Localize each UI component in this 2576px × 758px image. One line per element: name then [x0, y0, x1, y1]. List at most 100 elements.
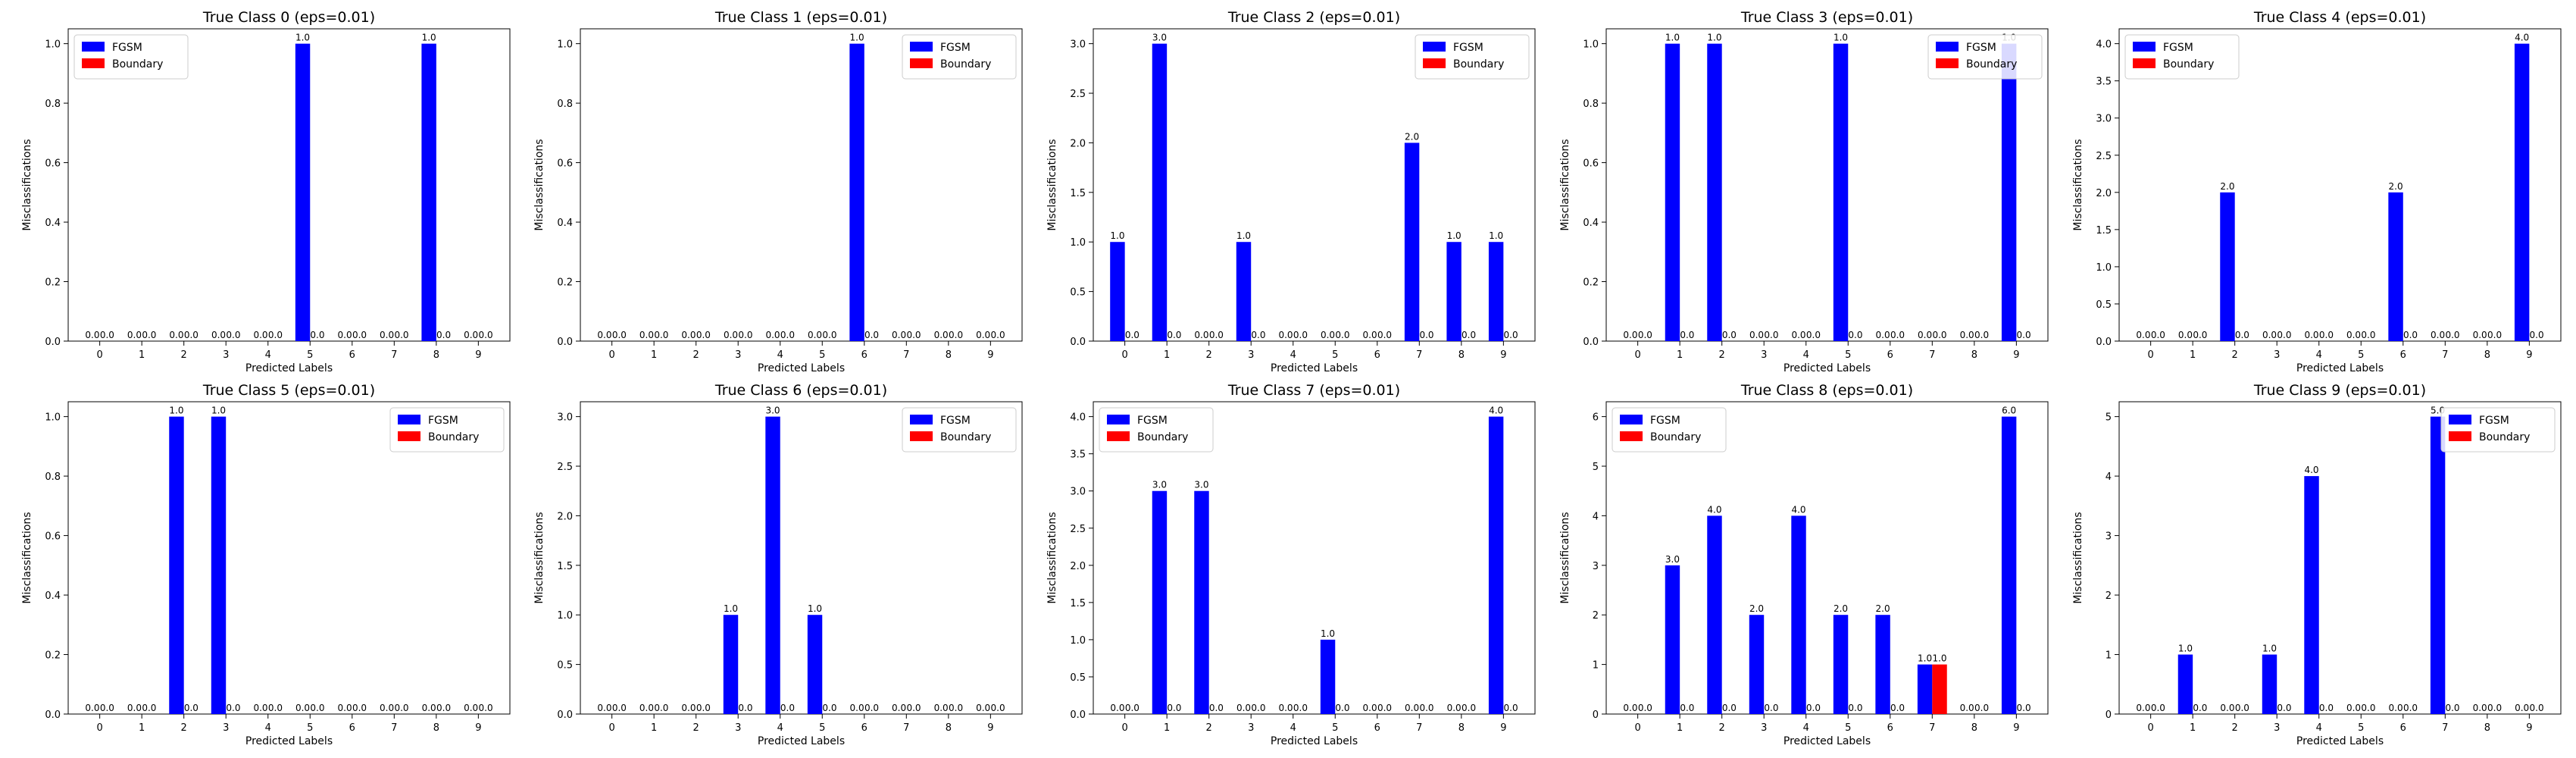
legend-swatch-fgsm [910, 415, 933, 424]
x-tick-label: 0 [1635, 349, 1641, 361]
y-tick-label: 1.0 [45, 412, 61, 424]
data-label: 0.0 [2193, 330, 2207, 340]
bar-fgsm-7 [1404, 143, 1420, 341]
data-label: 0.0 [681, 330, 696, 340]
data-label: 0.0 [127, 703, 142, 713]
data-label: 2.0 [1834, 603, 1848, 614]
axes-frame [2118, 401, 2562, 715]
bar-fgsm-5 [295, 43, 311, 341]
x-tick-label: 1 [2190, 722, 2196, 734]
data-label: 0.0 [1125, 703, 1140, 713]
x-tick-label: 0 [2148, 722, 2154, 734]
x-axis-label: Predicted Labels [1271, 362, 1358, 374]
data-label: 6.0 [2002, 406, 2016, 416]
data-label: 0.0 [2473, 703, 2487, 713]
y-axis-label: Misclassifications [21, 139, 33, 230]
data-label: 0.0 [2487, 703, 2502, 713]
data-label: 1.0 [1932, 653, 1946, 664]
chart-title: True Class 2 (eps=0.01) [1227, 9, 1400, 26]
data-label: 1.0 [169, 406, 183, 416]
x-tick-label: 3 [735, 349, 741, 361]
data-label: 0.0 [639, 703, 654, 713]
x-axis-label: Predicted Labels [2296, 735, 2384, 747]
data-label: 1.0 [1665, 33, 1680, 43]
x-tick-label: 9 [475, 349, 481, 361]
legend: FGSM Boundary [1099, 407, 1214, 453]
data-label: 0.0 [976, 330, 990, 340]
y-tick-label: 2 [2106, 590, 2112, 602]
x-tick-label: 6 [2400, 349, 2406, 361]
data-label: 1.0 [1110, 230, 1124, 241]
data-label: 0.0 [464, 330, 478, 340]
subplot-class-8: True Class 8 (eps=0.01) 0 1 2 3 4 5 6 0 1 2 3 4 5 6 7 8 9… [1559, 382, 2049, 747]
bar-fgsm-8 [1446, 242, 1462, 341]
data-label: 0.0 [780, 330, 795, 340]
data-label: 0.0 [479, 703, 493, 713]
x-tick-label: 3 [223, 349, 229, 361]
data-label: 0.0 [639, 330, 654, 340]
legend-swatch-boundary [910, 58, 933, 68]
data-label: 1.0 [850, 33, 864, 43]
bar-fgsm-3 [211, 416, 227, 714]
legend-swatch-fgsm [82, 42, 105, 52]
y-tick-label: 2.0 [2096, 188, 2112, 199]
y-tick-label: 2.5 [1070, 524, 1086, 535]
chart-title: True Class 5 (eps=0.01) [202, 382, 375, 399]
x-tick-label: 9 [987, 349, 993, 361]
data-label: 0.0 [2235, 330, 2249, 340]
data-label: 0.0 [1251, 330, 1265, 340]
data-label: 0.0 [738, 330, 752, 340]
x-tick-label: 8 [2484, 349, 2490, 361]
legend: FGSM Boundary [73, 34, 189, 80]
data-label: 0.0 [2346, 330, 2361, 340]
y-tick-label: 0.0 [1070, 709, 1086, 721]
y-tick-label: 0.0 [2096, 337, 2112, 348]
bar-boundary-7 [1932, 664, 1947, 714]
data-label: 0.0 [1293, 330, 1308, 340]
data-label: 0.0 [142, 703, 156, 713]
data-label: 1.0 [724, 603, 738, 614]
subplot-class-1: True Class 1 (eps=0.01) 0.0 0.2 0.4 0.6 0.8 1.… [533, 9, 1023, 374]
data-label: 0.0 [2319, 330, 2334, 340]
data-label: 0.0 [1209, 330, 1224, 340]
chart-title: True Class 6 (eps=0.01) [714, 382, 887, 399]
y-tick-label: 2.0 [557, 511, 573, 522]
data-label: 0.0 [2530, 330, 2544, 340]
data-label: 0.0 [169, 330, 183, 340]
x-tick-label: 3 [1761, 349, 1767, 361]
data-label: 0.0 [1749, 330, 1764, 340]
y-tick-label: 1.0 [2096, 262, 2112, 274]
data-label: 2.0 [1749, 603, 1764, 614]
legend: FGSM Boundary [2440, 407, 2556, 453]
bar-fgsm-4 [2304, 476, 2319, 714]
data-label: 0.0 [2304, 330, 2318, 340]
legend-label: FGSM [1650, 415, 1680, 427]
y-tick-label: 1 [2106, 650, 2112, 662]
y-tick-label: 3.5 [1070, 449, 1086, 461]
y-tick-label: 2.5 [1070, 89, 1086, 100]
y-axis-label: Misclassifications [1046, 139, 1058, 230]
data-label: 0.0 [380, 330, 394, 340]
data-label: 0.0 [934, 703, 949, 713]
data-label: 0.0 [892, 703, 906, 713]
data-label: 1.0 [211, 406, 226, 416]
bar-fgsm-2 [169, 416, 184, 714]
data-label: 0.0 [436, 330, 451, 340]
bar-fgsm-1 [1152, 43, 1168, 341]
data-label: 0.0 [1447, 703, 1462, 713]
y-tick-label: 3.0 [557, 412, 573, 424]
chart-title: True Class 9 (eps=0.01) [2253, 382, 2426, 399]
data-label: 0.0 [1722, 703, 1737, 713]
legend-swatch-fgsm [910, 42, 933, 52]
legend-swatch-boundary [1423, 58, 1446, 68]
bar-fgsm-4 [765, 416, 780, 714]
data-label: 0.0 [310, 330, 324, 340]
y-tick-label: 0.0 [45, 337, 61, 348]
y-axis-label: Misclassifications [533, 512, 546, 603]
y-tick-label: 2.5 [557, 462, 573, 473]
subplot-class-4: True Class 4 (eps=0.01) 0.0 0.5 1.0 1.5 2.0 2.… [2072, 9, 2562, 374]
y-tick-label: 0.8 [1583, 99, 1599, 110]
x-tick-label: 2 [181, 722, 187, 734]
data-label: 0.0 [1293, 703, 1308, 713]
legend-swatch-fgsm [2449, 415, 2471, 424]
